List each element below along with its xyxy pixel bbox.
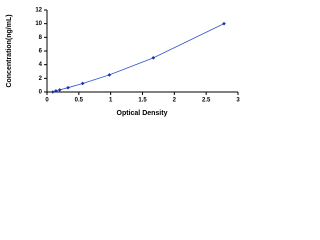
y-tick-label: 2 — [39, 76, 43, 82]
x-axis-label: Optical Density — [117, 110, 168, 117]
y-tick-label: 10 — [35, 21, 42, 27]
x-tick-label: 0.5 — [75, 98, 84, 104]
x-tick-label: 2.5 — [202, 98, 211, 104]
data-point — [66, 85, 70, 90]
fit-curve — [52, 23, 225, 93]
x-tick-label: 2 — [173, 98, 177, 104]
y-tick-label: 4 — [39, 62, 43, 68]
y-tick-label: 12 — [35, 8, 42, 14]
x-tick-label: 1 — [109, 98, 113, 104]
x-tick-label: 3 — [236, 98, 240, 104]
y-tick-label: 0 — [39, 90, 43, 96]
data-point — [54, 89, 58, 93]
data-point — [107, 73, 112, 77]
data-point — [57, 88, 62, 92]
data-point — [80, 81, 85, 86]
y-axis-label: Concentration(ng/mL) — [6, 14, 13, 87]
x-tick-label: 0 — [45, 98, 49, 104]
y-tick-label: 8 — [39, 35, 43, 41]
page: {"chart_data": {"type": "scatter", "x_la… — [5, 7, 241, 117]
y-tick-label: 6 — [39, 49, 43, 55]
chart: Optical Density Concentration(ng/mL) 0 2 4… — [6, 8, 240, 117]
x-tick-label: 1.5 — [138, 98, 147, 104]
data-point — [151, 56, 156, 60]
data-point — [222, 21, 226, 26]
data-point — [50, 90, 55, 94]
